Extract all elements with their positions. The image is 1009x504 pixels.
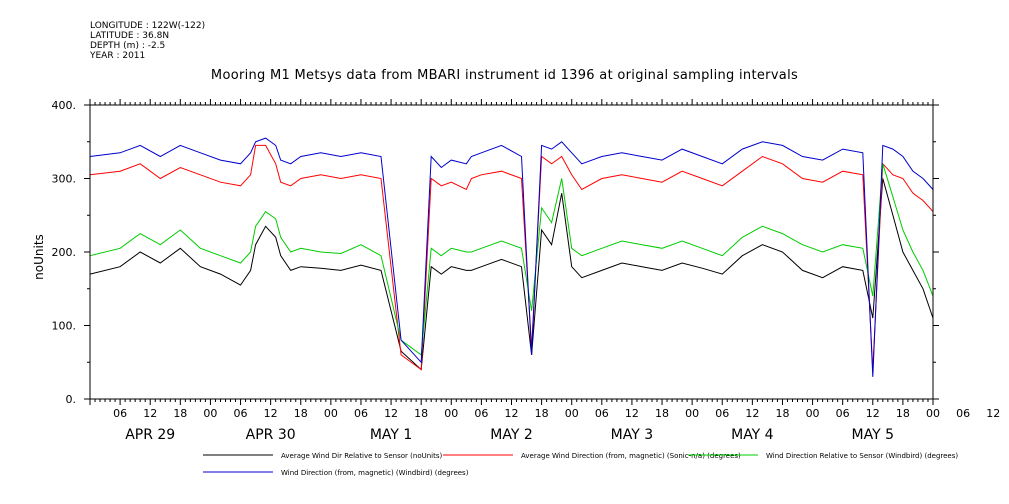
year-label: YEAR : 2011 bbox=[90, 51, 146, 61]
legend-label-1: Average Wind Direction (from, magnetic) … bbox=[521, 452, 741, 460]
x-hour-label-7: 00 bbox=[324, 407, 338, 420]
x-hour-label-18: 18 bbox=[655, 407, 669, 420]
x-hour-label-5: 12 bbox=[264, 407, 278, 420]
x-hour-label-23: 00 bbox=[806, 407, 820, 420]
x-day-label-2: MAY 1 bbox=[370, 427, 412, 443]
series-line-2 bbox=[89, 163, 934, 356]
x-hour-label-20: 06 bbox=[715, 407, 729, 420]
x-day-label-5: MAY 4 bbox=[731, 427, 774, 443]
legend-label-0: Average Wind Dir Relative to Sensor (noU… bbox=[281, 452, 442, 460]
depth-label: DEPTH (m) : -2.5 bbox=[90, 41, 166, 51]
y-tick-label-3: 300. bbox=[52, 173, 77, 186]
x-hour-label-27: 00 bbox=[926, 407, 940, 420]
x-hour-label-24: 06 bbox=[836, 407, 850, 420]
y-tick-label-4: 400. bbox=[52, 99, 77, 112]
x-hour-label-22: 18 bbox=[775, 407, 789, 420]
series-line-0 bbox=[89, 178, 934, 371]
x-day-label-1: APR 30 bbox=[246, 427, 296, 443]
x-hour-label-26: 18 bbox=[896, 407, 910, 420]
axis-layer: 0. 100. 200. 300. 400. 06 12 18 00 06 12 18 00 06 12 18… bbox=[52, 99, 1000, 443]
x-hour-label-12: 06 bbox=[474, 407, 488, 420]
legend-label-2: Wind Direction Relative to Sensor (Windb… bbox=[766, 452, 958, 460]
x-hour-label-19: 00 bbox=[685, 407, 699, 420]
x-hour-label-0: 06 bbox=[113, 407, 127, 420]
x-hour-label-4: 06 bbox=[234, 407, 248, 420]
x-hour-label-10: 18 bbox=[414, 407, 428, 420]
x-hour-label-11: 00 bbox=[444, 407, 458, 420]
x-hour-label-6: 18 bbox=[294, 407, 308, 420]
y-tick-label-0: 0. bbox=[66, 393, 77, 406]
x-hour-label-9: 12 bbox=[384, 407, 398, 420]
x-day-label-0: APR 29 bbox=[125, 427, 175, 443]
x-hour-label-28: 06 bbox=[956, 407, 970, 420]
series-layer bbox=[89, 137, 934, 377]
y-tick-label-1: 100. bbox=[52, 320, 77, 333]
x-day-label-6: MAY 5 bbox=[852, 427, 894, 443]
x-hour-label-15: 00 bbox=[565, 407, 579, 420]
x-hour-label-29: 12 bbox=[986, 407, 1000, 420]
legend-label-3: Wind Direction (from, magnetic) (Windbir… bbox=[281, 469, 469, 477]
x-hour-label-1: 12 bbox=[143, 407, 157, 420]
x-day-label-4: MAY 3 bbox=[611, 427, 653, 443]
x-hour-label-16: 06 bbox=[595, 407, 609, 420]
x-hour-label-21: 12 bbox=[745, 407, 759, 420]
legend: Average Wind Dir Relative to Sensor (noU… bbox=[203, 452, 958, 477]
x-hour-label-3: 00 bbox=[203, 407, 217, 420]
longitude-label: LONGITUDE : 122W(-122) bbox=[90, 21, 206, 31]
x-hour-label-8: 06 bbox=[354, 407, 368, 420]
y-tick-label-2: 200. bbox=[52, 246, 77, 259]
x-day-label-3: MAY 2 bbox=[490, 427, 532, 443]
x-hour-label-2: 18 bbox=[173, 407, 187, 420]
series-line-3 bbox=[89, 137, 934, 377]
x-hour-label-17: 12 bbox=[625, 407, 639, 420]
plot-frame bbox=[89, 104, 934, 400]
series-line-1 bbox=[89, 144, 934, 371]
x-hour-label-25: 12 bbox=[866, 407, 880, 420]
x-hour-label-14: 18 bbox=[535, 407, 549, 420]
metadata-block: LONGITUDE : 122W(-122) LATITUDE : 36.8N … bbox=[90, 21, 205, 61]
chart-title: Mooring M1 Metsys data from MBARI instru… bbox=[210, 68, 799, 83]
latitude-label: LATITUDE : 36.8N bbox=[90, 31, 170, 41]
x-hour-label-13: 12 bbox=[505, 407, 519, 420]
